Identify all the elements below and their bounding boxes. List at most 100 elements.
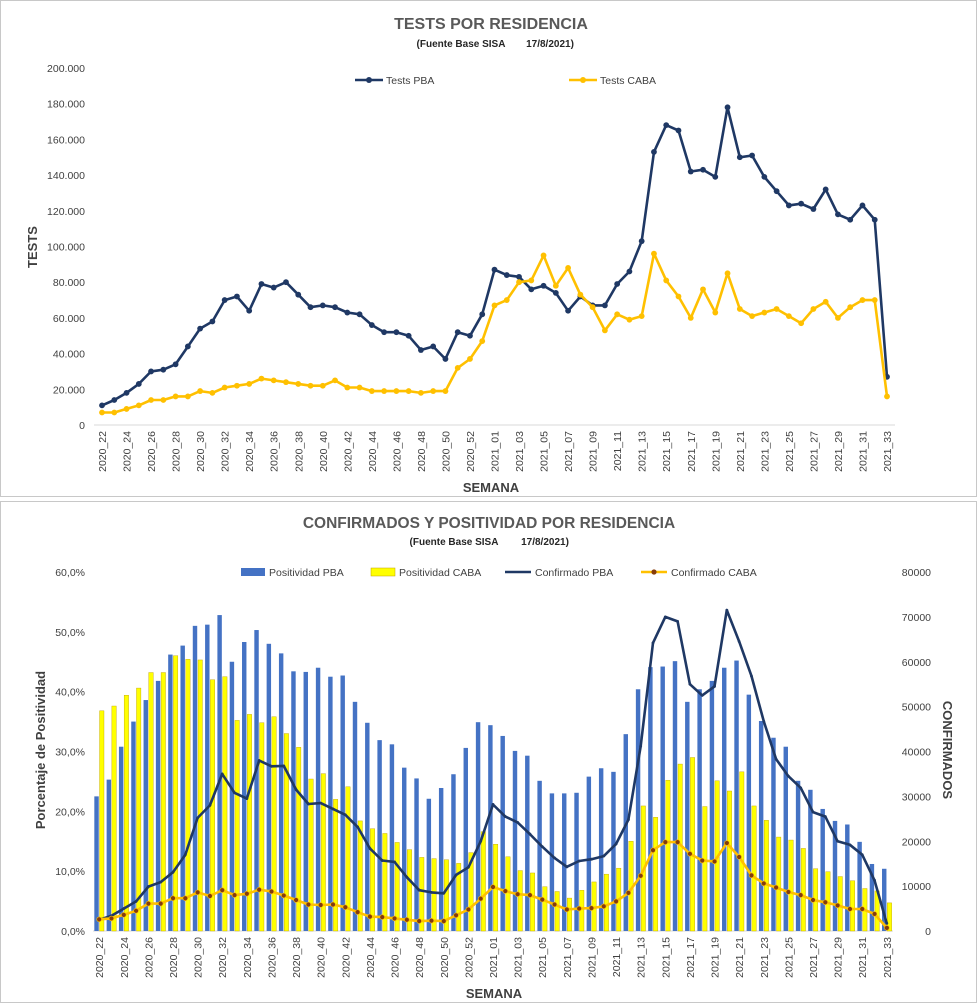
series-tests-caba-point [626, 316, 633, 323]
x-tick-label: 2021_15 [660, 937, 672, 978]
bar-positividad-caba [333, 799, 339, 932]
series-tests-caba-point [454, 364, 461, 371]
bar-positividad-pba [402, 767, 407, 931]
bar-positividad-caba [456, 863, 462, 932]
series-confirmado-pba-point [393, 860, 396, 864]
y-tick-label: 180.000 [47, 99, 85, 111]
bar-positividad-pba [648, 667, 653, 931]
series-confirmado-caba-point [514, 891, 521, 897]
y-tick-label: 60.000 [53, 313, 85, 325]
series-confirmado-pba-point [380, 859, 384, 862]
series-confirmado-pba-point [270, 764, 273, 768]
bar-positividad-caba [751, 805, 757, 932]
series-tests-caba-point [749, 313, 755, 320]
x-tick-label: 2021_15 [661, 431, 673, 472]
bar-positividad-caba [222, 676, 228, 932]
series-tests-pba-line [101, 106, 889, 407]
bar-positividad-pba [254, 630, 259, 931]
series-confirmado-caba-point [145, 900, 152, 907]
series-confirmado-pba-point [257, 759, 261, 762]
series-tests-pba-point [651, 148, 657, 155]
series-confirmado-caba-point [859, 906, 865, 912]
y-axis-left-label: Porcentaje de Positividad [33, 671, 48, 829]
series-tests-caba-line [102, 252, 889, 414]
x-tick-label: 2021_29 [833, 937, 845, 978]
x-tick-label: 2020_22 [97, 431, 109, 472]
series-tests-caba-point [798, 320, 805, 327]
chart-title: TESTS POR RESIDENCIA [394, 16, 588, 33]
series-confirmado-caba-point [637, 873, 644, 879]
series-tests-caba-point [381, 388, 388, 394]
series-confirmado-pba-point [466, 865, 470, 869]
x-tick-label: 2021_17 [686, 431, 698, 472]
series-confirmado-caba-point [293, 897, 299, 903]
y-right-tick-label: 0 [925, 926, 931, 938]
series-confirmado-caba-point [96, 916, 102, 923]
series-tests-caba-point [221, 384, 228, 391]
legend-swatch-positividad-pba [241, 568, 265, 576]
bar-positividad-caba [554, 891, 560, 932]
x-tick-label: 2020_44 [367, 431, 379, 472]
series-tests-caba-point [111, 409, 118, 416]
bar-positividad-caba [345, 786, 351, 932]
bar-positividad-caba [173, 655, 179, 932]
chart-subtitle-date: 17/8/2021) [521, 537, 569, 548]
series-tests-pba-point [356, 311, 363, 318]
bar-positividad-caba [271, 716, 277, 932]
bar-positividad-caba [357, 820, 363, 932]
bar-positividad-caba [567, 897, 572, 932]
series-tests-caba-point [332, 377, 338, 384]
x-tick-label: 2020_26 [146, 431, 158, 472]
bar-positividad-caba [690, 757, 695, 932]
tests-chart-panel: TESTS POR RESIDENCIA (Fuente Base SISA 1… [0, 0, 977, 497]
series-tests-pba-point [736, 154, 743, 161]
series-confirmado-pba-point [491, 803, 495, 806]
series-tests-caba-point [577, 291, 584, 298]
series-confirmado-pba-point [626, 818, 630, 822]
x-tick-label: 2021_33 [882, 431, 894, 472]
x-tick-label: 2020_22 [94, 937, 106, 978]
series-confirmado-caba-point [871, 911, 878, 917]
bar-positividad-caba [296, 747, 302, 932]
chart-subtitle-source: (Fuente Base SISA [410, 537, 499, 548]
series-tests-pba-point [221, 297, 228, 303]
series-tests-pba-point [540, 282, 547, 289]
series-confirmado-caba-point [342, 904, 349, 910]
x-tick-label: 2020_28 [171, 431, 183, 472]
series-tests-caba-point [209, 389, 216, 396]
series-tests-pba-point [516, 273, 522, 280]
y-left-tick-label: 40,0% [55, 687, 85, 699]
series-confirmado-caba-point [650, 847, 656, 853]
bar-positividad-pba [131, 721, 136, 931]
series-tests-pba-point [614, 281, 621, 287]
series-confirmado-caba-point [133, 908, 139, 914]
bar-positividad-pba [783, 746, 788, 931]
y-right-tick-label: 60000 [902, 657, 931, 669]
legend-label-confirmado-pba: Confirmado PBA [535, 567, 613, 579]
series-confirmado-caba-point [761, 880, 767, 887]
series-tests-caba-point [99, 409, 105, 416]
series-tests-caba-point [810, 306, 817, 312]
series-confirmado-caba-point [736, 854, 742, 860]
bar-positividad-caba [800, 848, 806, 932]
series-tests-pba-point [773, 188, 780, 195]
series-confirmado-caba-point [785, 889, 792, 895]
series-confirmado-pba-point [614, 842, 618, 846]
bar-positividad-pba [118, 746, 124, 931]
x-tick-label: 2020_50 [439, 937, 451, 978]
bar-positividad-caba [776, 836, 782, 932]
series-tests-caba-point [822, 298, 829, 305]
series-confirmado-pba-point [577, 859, 581, 863]
series-tests-caba-point [368, 388, 375, 394]
x-tick-label: 2021_01 [488, 937, 500, 978]
series-confirmado-pba-point [479, 839, 483, 843]
bar-positividad-caba [382, 833, 388, 932]
legend-marker-series-tests-caba [580, 77, 586, 83]
series-confirmado-caba-point [330, 901, 336, 908]
y-tick-label: 100.000 [47, 242, 85, 254]
series-tests-pba-point [700, 166, 706, 173]
bar-positividad-pba [168, 654, 173, 931]
bar-positividad-caba [259, 722, 265, 932]
series-confirmado-caba-point [404, 917, 410, 923]
series-tests-pba-point [135, 381, 142, 387]
